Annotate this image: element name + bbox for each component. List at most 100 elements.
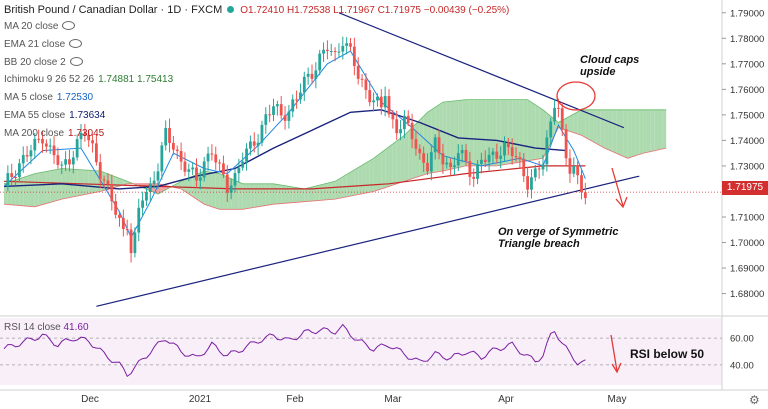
rsi-legend[interactable]: RSI 14 close 41.60 — [4, 322, 89, 333]
cloud-segment — [631, 109, 636, 157]
gear-icon[interactable]: ⚙ — [749, 393, 760, 407]
legend-ma200[interactable]: MA 200 close 1.73045 — [4, 128, 105, 139]
candle-body — [476, 163, 479, 179]
candle-body — [102, 179, 106, 181]
cloud-segment — [346, 172, 351, 197]
candle-body — [52, 145, 56, 156]
symbol-title[interactable]: British Pound / Canadian Dollar · 1D · F… — [4, 4, 223, 16]
candle-body — [541, 164, 545, 170]
candle-body — [322, 49, 325, 54]
cloud-segment — [273, 183, 278, 205]
cloud-segment — [312, 186, 316, 202]
candle-body — [391, 114, 395, 120]
cloud-segment — [254, 183, 259, 208]
cloud-segment — [265, 183, 270, 206]
candle-body — [44, 143, 48, 147]
cloud-segment — [446, 101, 451, 171]
candle-body — [545, 137, 549, 165]
last-price-label: 1.71975 — [722, 181, 768, 195]
cloud-segment — [27, 174, 31, 207]
candle-body — [453, 165, 456, 168]
candle-body — [560, 108, 564, 130]
cloud-segment — [662, 109, 667, 149]
candle-body — [48, 145, 52, 147]
cloud-segment — [516, 99, 520, 163]
annotation-rsi: RSI below 50 — [630, 347, 705, 361]
hidden-eye-icon[interactable] — [69, 39, 83, 48]
candle-body — [379, 96, 383, 108]
rsi-arrow-shaft — [610, 334, 618, 372]
cloud-segment — [362, 162, 366, 194]
cloud-segment — [650, 109, 655, 152]
candle-body — [418, 148, 422, 154]
cloud-segment — [296, 187, 301, 203]
candle-body — [283, 115, 287, 121]
candle-body — [437, 137, 441, 154]
cloud-segment — [596, 109, 601, 146]
candle-body — [403, 115, 406, 130]
cloud-segment — [34, 172, 39, 207]
legend-ema55[interactable]: EMA 55 close 1.73634 — [4, 110, 106, 121]
candle-body — [583, 192, 587, 199]
legend-ma20[interactable]: MA 20 close — [4, 20, 76, 32]
cloud-segment — [335, 178, 339, 200]
candle-body — [530, 177, 533, 190]
candle-body — [183, 161, 187, 172]
candle-body — [225, 174, 229, 193]
candle-body — [483, 159, 487, 163]
cloud-segment — [620, 109, 624, 157]
candle-body — [487, 154, 491, 163]
cloud-segment — [77, 169, 81, 197]
candle-body — [506, 142, 510, 148]
legend-ichimoku[interactable]: Ichimoku 9 26 52 26 1.74881 1.75413 — [4, 74, 174, 85]
hidden-eye-icon[interactable] — [62, 21, 76, 30]
candle-body — [306, 73, 310, 77]
cloud-segment — [392, 141, 397, 186]
ma5-value: 1.72530 — [56, 92, 94, 103]
legend-bb20[interactable]: BB 20 close 2 — [4, 56, 83, 68]
cloud-segment — [23, 176, 28, 207]
cloud-segment — [643, 109, 647, 154]
cloud-segment — [539, 107, 543, 159]
legend-ema21[interactable]: EMA 21 close — [4, 38, 83, 50]
cloud-segment — [593, 109, 597, 144]
candle-body — [356, 65, 360, 79]
hidden-eye-icon[interactable] — [69, 57, 83, 66]
cloud-segment — [408, 127, 413, 180]
legend-ma5[interactable]: MA 5 close 1.72530 — [4, 92, 94, 103]
candle-body — [456, 153, 460, 166]
candle-body — [480, 159, 483, 164]
candle-body — [187, 169, 191, 172]
cloud-segment — [566, 116, 570, 132]
candle-body — [237, 167, 241, 174]
candle-body — [114, 201, 118, 215]
candle-body — [198, 177, 202, 181]
candle-body — [195, 167, 198, 181]
candle-body — [137, 207, 141, 233]
cloud-segment — [466, 99, 470, 166]
candle-body — [526, 176, 529, 190]
candle-body — [275, 104, 279, 107]
candle-body — [272, 106, 275, 115]
ma5-line — [3, 50, 586, 239]
cloud-segment — [119, 178, 124, 186]
candle-body — [264, 114, 268, 125]
x-tick-label: Dec — [81, 394, 99, 405]
x-tick-label: Apr — [498, 394, 514, 405]
candle-body — [125, 228, 129, 230]
cloud-cap-ellipse — [556, 81, 596, 111]
candle-body — [337, 51, 341, 53]
cloud-segment — [277, 184, 282, 204]
cloud-segment — [377, 152, 382, 191]
candle-body — [106, 180, 110, 185]
cloud-segment — [250, 183, 255, 209]
cloud-segment — [211, 172, 216, 209]
cloud-segment — [19, 177, 24, 206]
candle-body — [557, 107, 560, 109]
cloud-segment — [269, 183, 274, 205]
candle-body — [249, 141, 252, 149]
cloud-segment — [261, 183, 266, 207]
candle-body — [191, 167, 195, 170]
candle-body — [222, 163, 225, 175]
